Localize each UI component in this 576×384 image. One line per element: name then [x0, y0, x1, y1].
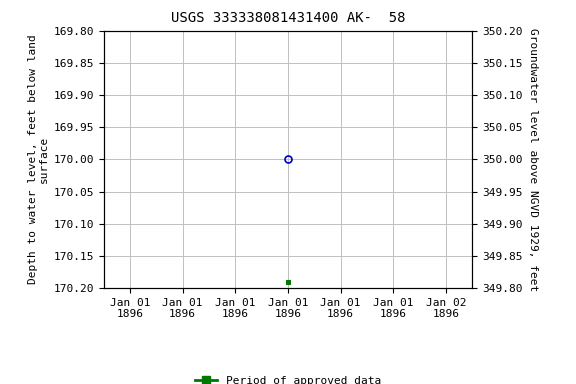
Y-axis label: Groundwater level above NGVD 1929, feet: Groundwater level above NGVD 1929, feet	[528, 28, 538, 291]
Title: USGS 333338081431400 AK-  58: USGS 333338081431400 AK- 58	[170, 12, 406, 25]
Legend: Period of approved data: Period of approved data	[191, 372, 385, 384]
Y-axis label: Depth to water level, feet below land
surface: Depth to water level, feet below land su…	[28, 35, 50, 284]
